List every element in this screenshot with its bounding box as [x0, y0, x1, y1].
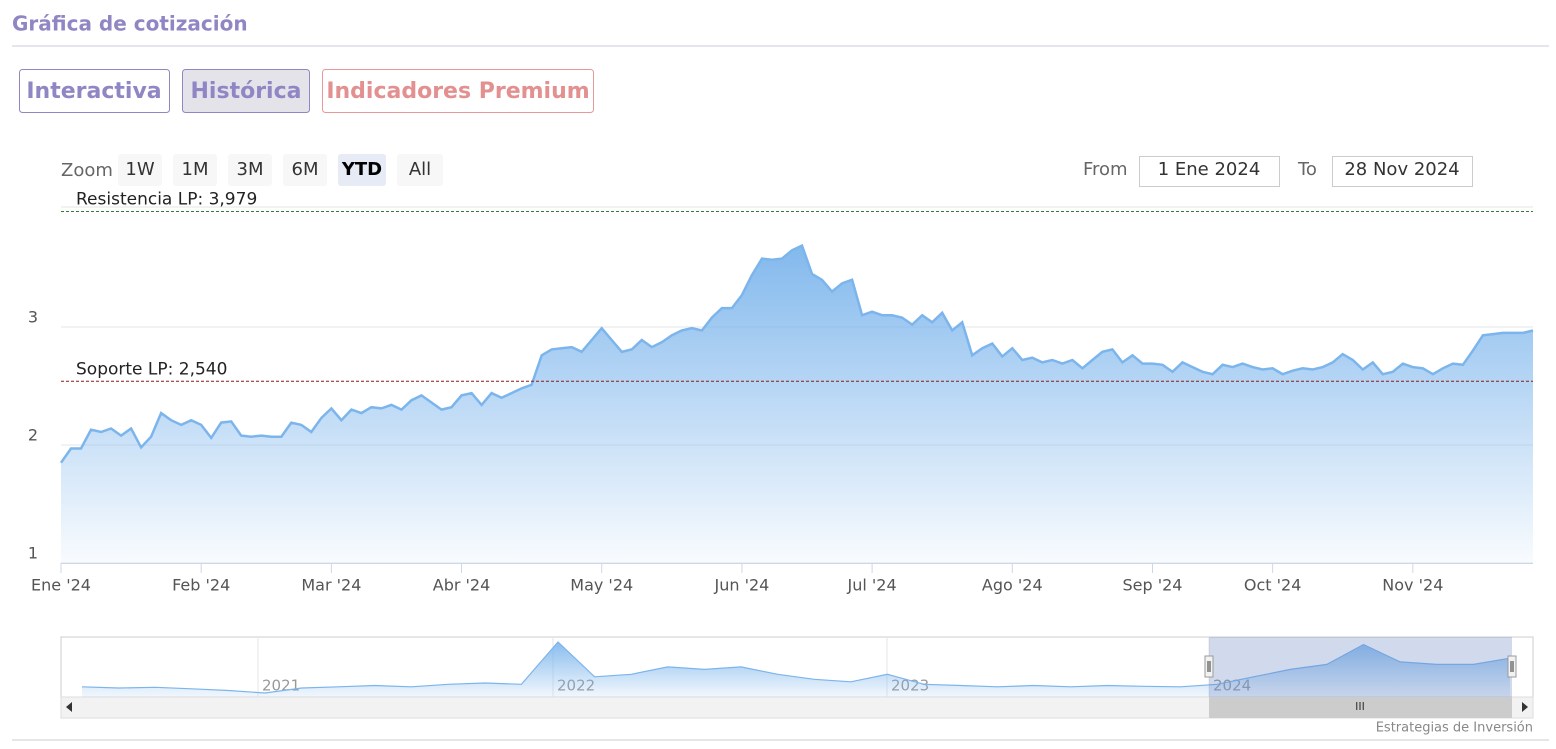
- tab-label[interactable]: Histórica: [191, 79, 302, 104]
- x-tick-label: Jun '24: [714, 576, 770, 595]
- zoom-button[interactable]: [228, 154, 272, 186]
- zoom-button-label[interactable]: All: [409, 159, 431, 180]
- navigator-handle[interactable]: [1507, 655, 1517, 678]
- zoom-button[interactable]: [338, 154, 386, 186]
- zoom-button-label[interactable]: YTD: [341, 159, 382, 180]
- zoom-button[interactable]: [283, 154, 327, 186]
- tab[interactable]: [322, 69, 594, 113]
- x-tick-label: Nov '24: [1382, 576, 1443, 595]
- tab[interactable]: [19, 69, 170, 113]
- area: [61, 245, 1533, 563]
- handle-grip: [1207, 661, 1211, 672]
- x-tick-label: May '24: [570, 576, 633, 595]
- date-input[interactable]: [1139, 156, 1280, 187]
- line: [59, 243, 1534, 464]
- zoom-label: Zoom: [61, 160, 113, 181]
- x-tick-label: Ene '24: [31, 576, 91, 595]
- zoom-button-label[interactable]: 1W: [125, 159, 154, 180]
- x-tick-label: Ago '24: [982, 576, 1043, 595]
- navigator-area: [82, 642, 1510, 697]
- credits: Estrategias de Inversión: [1376, 721, 1533, 736]
- x-tick-label: Feb '24: [172, 576, 230, 595]
- scrollbar-grip: III: [1355, 700, 1365, 713]
- from-label: From: [1083, 159, 1128, 180]
- tab-label[interactable]: Indicadores Premium: [326, 79, 589, 104]
- navigator-line: [81, 641, 1511, 694]
- y-tick-label: 3: [28, 308, 38, 327]
- from-date[interactable]: 1 Ene 2024: [1158, 159, 1261, 180]
- navigator-handle[interactable]: [1204, 655, 1214, 678]
- x-tick-label: Mar '24: [301, 576, 361, 595]
- tab[interactable]: [182, 69, 310, 113]
- handle-grip: [1510, 661, 1514, 672]
- date-input[interactable]: [1332, 156, 1473, 187]
- zoom-button-label[interactable]: 6M: [292, 159, 319, 180]
- level-label: Soporte LP: 2,540: [76, 359, 227, 379]
- scroll-left[interactable]: [66, 702, 72, 712]
- scrollbar-thumb[interactable]: [1209, 697, 1512, 718]
- navigator-mask[interactable]: [1209, 637, 1512, 697]
- y-tick-label: 1: [28, 544, 38, 563]
- zoom-button[interactable]: [397, 154, 443, 186]
- x-tick-label: Jul '24: [847, 576, 897, 595]
- zoom-button[interactable]: [118, 154, 162, 186]
- zoom-button[interactable]: [173, 154, 217, 186]
- page-title: Gráfica de cotización: [12, 12, 248, 36]
- tab-label[interactable]: Interactiva: [26, 79, 161, 104]
- level-label: Resistencia LP: 3,979: [76, 189, 257, 209]
- to-label: To: [1297, 159, 1317, 180]
- scroll-right[interactable]: [1522, 702, 1528, 712]
- zoom-button-label[interactable]: 1M: [182, 159, 209, 180]
- x-tick-label: Oct '24: [1244, 576, 1302, 595]
- x-tick-label: Abr '24: [433, 576, 491, 595]
- to-date[interactable]: 28 Nov 2024: [1344, 159, 1459, 180]
- y-tick-label: 2: [28, 426, 38, 445]
- zoom-button-label[interactable]: 3M: [237, 159, 264, 180]
- x-tick-label: Sep '24: [1122, 576, 1182, 595]
